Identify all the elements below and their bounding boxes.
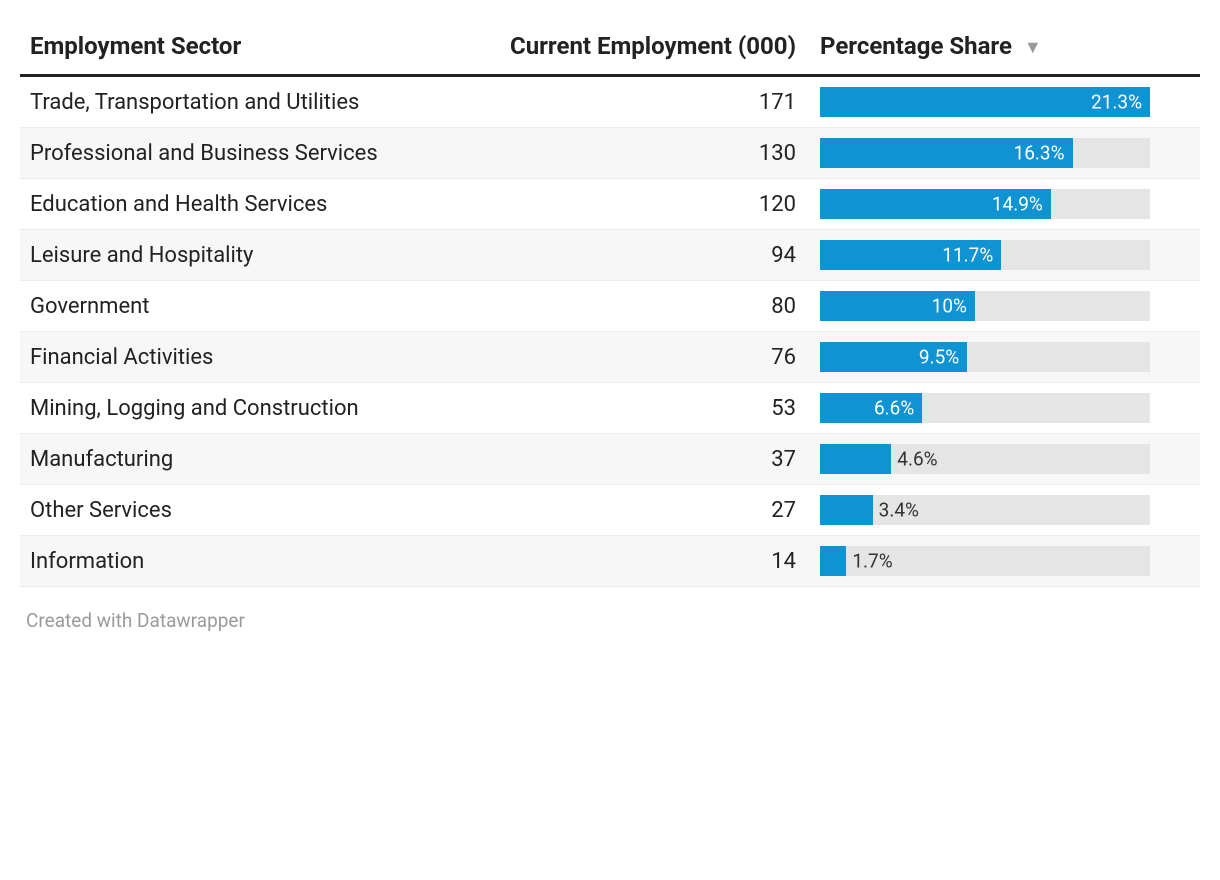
col-header-share-label: Percentage Share (820, 32, 1012, 60)
cell-share: 21.3% (810, 76, 1200, 128)
bar-label: 11.7% (942, 244, 993, 267)
bar-fill: 21.3% (820, 87, 1150, 117)
bar-fill: 11.7% (820, 240, 1001, 270)
cell-employment: 94 (480, 230, 810, 281)
bar-track: 3.4% (820, 495, 1150, 525)
cell-employment: 53 (480, 383, 810, 434)
bar-fill: 14.9% (820, 189, 1051, 219)
table-row: Other Services27 3.4% (20, 485, 1200, 536)
cell-employment: 27 (480, 485, 810, 536)
table-row: Information14 1.7% (20, 536, 1200, 587)
cell-share: 16.3% (810, 128, 1200, 179)
bar-label: 1.7% (852, 550, 892, 573)
bar-fill (820, 495, 873, 525)
cell-share: 14.9% (810, 179, 1200, 230)
table-row: Financial Activities76 9.5% (20, 332, 1200, 383)
col-header-sector[interactable]: Employment Sector (20, 20, 480, 76)
bar-label: 16.3% (1014, 142, 1065, 165)
cell-sector: Education and Health Services (20, 179, 480, 230)
cell-share: 3.4% (810, 485, 1200, 536)
table-row: Leisure and Hospitality94 11.7% (20, 230, 1200, 281)
bar-label: 6.6% (874, 397, 914, 420)
bar-fill (820, 444, 891, 474)
col-header-share[interactable]: Percentage Share ▼ (810, 20, 1200, 76)
bar-label: 3.4% (879, 499, 919, 522)
cell-share: 4.6% (810, 434, 1200, 485)
table-row: Government80 10% (20, 281, 1200, 332)
table-row: Education and Health Services120 14.9% (20, 179, 1200, 230)
bar-track: 6.6% (820, 393, 1150, 423)
col-header-employment-label: Current Employment (000) (510, 32, 796, 60)
bar-track: 4.6% (820, 444, 1150, 474)
bar-fill: 6.6% (820, 393, 922, 423)
bar-fill: 10% (820, 291, 975, 321)
cell-share: 9.5% (810, 332, 1200, 383)
cell-sector: Financial Activities (20, 332, 480, 383)
employment-table: Employment Sector Current Employment (00… (20, 20, 1200, 587)
col-header-sector-label: Employment Sector (30, 32, 241, 60)
bar-track: 14.9% (820, 189, 1150, 219)
bar-fill (820, 546, 846, 576)
col-header-employment[interactable]: Current Employment (000) (480, 20, 810, 76)
bar-label: 4.6% (897, 448, 937, 471)
cell-sector: Government (20, 281, 480, 332)
cell-share: 10% (810, 281, 1200, 332)
table-header-row: Employment Sector Current Employment (00… (20, 20, 1200, 76)
cell-share: 1.7% (810, 536, 1200, 587)
table-row: Trade, Transportation and Utilities171 21… (20, 76, 1200, 128)
bar-fill: 16.3% (820, 138, 1073, 168)
table-row: Professional and Business Services130 16.… (20, 128, 1200, 179)
footer-credit: Created with Datawrapper (20, 609, 1200, 632)
cell-sector: Professional and Business Services (20, 128, 480, 179)
cell-employment: 80 (480, 281, 810, 332)
cell-sector: Trade, Transportation and Utilities (20, 76, 480, 128)
cell-sector: Other Services (20, 485, 480, 536)
cell-employment: 76 (480, 332, 810, 383)
cell-sector: Manufacturing (20, 434, 480, 485)
cell-employment: 37 (480, 434, 810, 485)
bar-track: 1.7% (820, 546, 1150, 576)
cell-sector: Leisure and Hospitality (20, 230, 480, 281)
bar-label: 21.3% (1091, 91, 1142, 114)
cell-employment: 14 (480, 536, 810, 587)
bar-fill: 9.5% (820, 342, 967, 372)
cell-share: 11.7% (810, 230, 1200, 281)
cell-employment: 171 (480, 76, 810, 128)
cell-employment: 120 (480, 179, 810, 230)
cell-share: 6.6% (810, 383, 1200, 434)
bar-label: 14.9% (992, 193, 1043, 216)
sort-desc-icon: ▼ (1024, 37, 1042, 58)
table-row: Manufacturing37 4.6% (20, 434, 1200, 485)
bar-label: 9.5% (919, 346, 959, 369)
bar-track: 11.7% (820, 240, 1150, 270)
cell-employment: 130 (480, 128, 810, 179)
bar-track: 9.5% (820, 342, 1150, 372)
cell-sector: Mining, Logging and Construction (20, 383, 480, 434)
bar-track: 10% (820, 291, 1150, 321)
cell-sector: Information (20, 536, 480, 587)
bar-track: 16.3% (820, 138, 1150, 168)
bar-track: 21.3% (820, 87, 1150, 117)
bar-label: 10% (932, 295, 967, 318)
table-body: Trade, Transportation and Utilities171 21… (20, 76, 1200, 587)
table-row: Mining, Logging and Construction53 6.6% (20, 383, 1200, 434)
